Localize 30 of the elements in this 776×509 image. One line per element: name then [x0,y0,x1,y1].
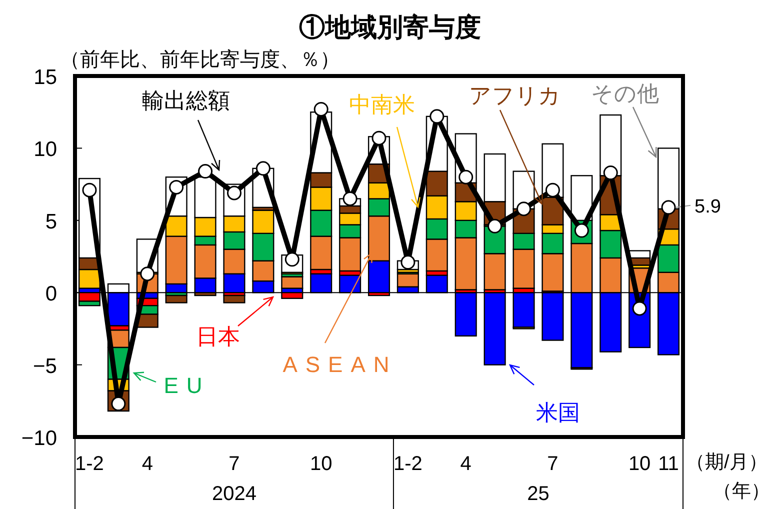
x-tick-label: 10 [310,453,332,475]
y-tick-label: 10 [34,138,57,162]
x-tick-label: 11 [658,453,679,475]
x-tick-label: 1-2 [75,453,104,475]
y-tick-label: 15 [34,66,57,89]
text: 輸出総額 [142,88,230,113]
y-tick-label: −5 [33,354,57,378]
chart-title: ①地域別寄与度 [299,12,481,42]
x-tick-label: 4 [460,453,472,475]
text: 2024 [212,483,256,505]
text: 中南米 [349,92,415,117]
x-tick-label: 7 [228,453,240,475]
y-tick-label: 0 [45,282,57,306]
series-label: EU [164,373,210,398]
legend-label: 日本 [196,324,240,349]
x-tick-label: 1-2 [394,453,422,475]
x-tick-label: 7 [547,453,558,475]
x-tick-label: 4 [142,453,153,475]
y-axis-title: （前年比、前年比寄与度、％） [60,48,340,71]
data-label: 5.9 [694,196,721,218]
text: 25 [527,483,550,505]
x-tick-label: 10 [628,453,651,475]
legend-label: 米国 [536,400,580,425]
text: （年） [713,481,770,502]
y-tick-label: −10 [21,427,57,450]
y-tick-label: 5 [45,210,57,234]
text: ASEAN [282,352,398,377]
text: アフリカ [469,83,561,108]
x-axis-title: （期/月） [686,452,768,473]
series-label: その他 [591,81,659,106]
